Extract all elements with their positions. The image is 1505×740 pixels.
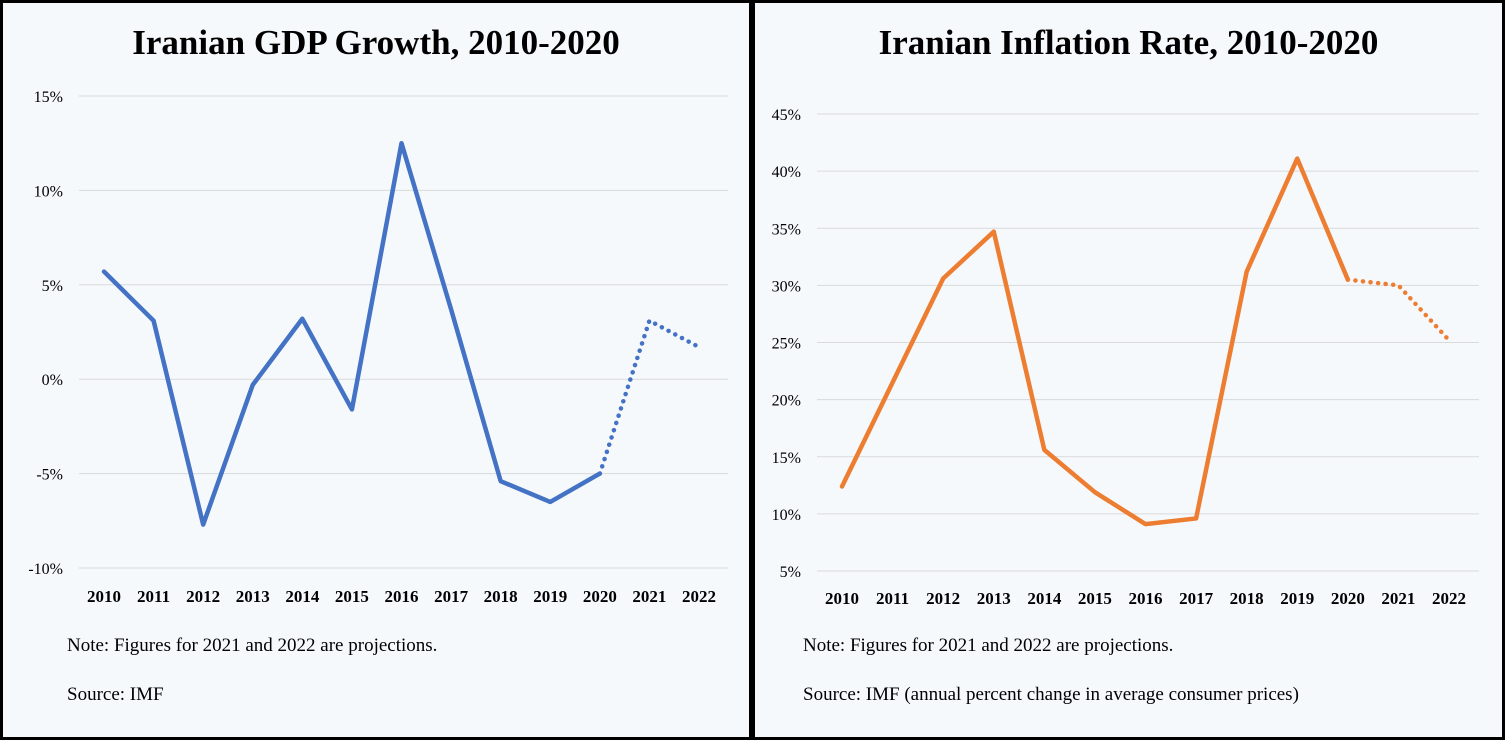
x-tick-label: 2013 [977, 589, 1011, 608]
x-tick-label: 2021 [1381, 589, 1415, 608]
x-tick-label: 2021 [632, 587, 666, 606]
gdp-growth-panel: Iranian GDP Growth, 2010-2020 15% 10% 5% 0%… [3, 3, 749, 737]
x-tick-label: 2012 [926, 589, 960, 608]
x-tick-label: 2014 [285, 587, 320, 606]
data-point [890, 380, 895, 385]
y-tick-label: 40% [772, 164, 801, 181]
x-tick-label: 2016 [385, 587, 419, 606]
y-tick-label: 0% [42, 372, 63, 389]
projection-note: Note: Figures for 2021 and 2022 are proj… [803, 635, 1174, 656]
x-tick-label: 2022 [1432, 589, 1466, 608]
x-tick-label: 2015 [1078, 589, 1112, 608]
y-tick-label: 15% [34, 89, 63, 106]
projection-note: Note: Figures for 2021 and 2022 are proj… [67, 635, 438, 656]
data-point [991, 229, 996, 234]
series-line-actual [839, 156, 1351, 527]
x-tick-label: 2012 [186, 587, 220, 606]
x-tick-label: 2018 [484, 587, 518, 606]
x-tick-label: 2011 [137, 587, 170, 606]
x-tick-label: 2014 [1027, 589, 1062, 608]
x-tick-label: 2022 [682, 587, 716, 606]
data-point [1396, 283, 1401, 288]
x-tick-label: 2020 [1331, 589, 1365, 608]
chart-title: Iranian GDP Growth, 2010-2020 [132, 23, 620, 62]
source-note: Source: IMF (annual percent change in av… [803, 684, 1299, 705]
x-tick-label: 2017 [1179, 589, 1214, 608]
data-point [1345, 277, 1350, 282]
y-tick-label: 30% [772, 278, 801, 295]
y-tick-label: 10% [34, 183, 63, 200]
data-point [1194, 516, 1199, 521]
data-point [201, 522, 206, 527]
x-tick-label: 2016 [1129, 589, 1163, 608]
y-tick-label: 15% [772, 450, 801, 467]
data-point [399, 141, 404, 146]
y-tick-label: -10% [28, 561, 63, 578]
data-point [1244, 269, 1249, 274]
y-tick-label: 10% [772, 507, 801, 524]
x-tick-label: 2019 [533, 587, 567, 606]
y-tick-label: 5% [780, 564, 801, 581]
x-tick-label: 2010 [87, 587, 121, 606]
data-point [349, 407, 354, 412]
data-point [647, 318, 652, 323]
y-tick-label: 20% [772, 393, 801, 410]
data-point [250, 382, 255, 387]
x-tick-label: 2017 [434, 587, 469, 606]
y-tick-label: 25% [772, 336, 801, 353]
data-point [840, 484, 845, 489]
y-tick-label: 45% [772, 107, 801, 124]
x-tick-label: 2011 [876, 589, 909, 608]
data-point [1295, 156, 1300, 161]
data-point [300, 316, 305, 321]
x-tick-label: 2010 [825, 589, 859, 608]
source-note: Source: IMF [67, 684, 164, 705]
gdp-growth-chart: 15% 10% 5% 0% -5% -10% 2010 2011 2012 2013 2014 201… [28, 89, 728, 606]
series-line-actual [101, 140, 603, 527]
data-point [1042, 447, 1047, 452]
data-point [498, 479, 503, 484]
data-point [1447, 338, 1452, 343]
y-tick-label: -5% [36, 467, 63, 484]
chart-title: Iranian Inflation Rate, 2010-2020 [878, 23, 1379, 62]
data-point [151, 318, 156, 323]
data-point [1143, 522, 1148, 527]
data-point [1092, 490, 1097, 495]
x-tick-label: 2019 [1280, 589, 1314, 608]
x-tick-label: 2018 [1230, 589, 1264, 608]
data-point [941, 276, 946, 281]
series-line-projected [597, 318, 702, 476]
x-tick-label: 2015 [335, 587, 369, 606]
inflation-rate-chart: 45% 40% 35% 30% 25% 20% 15% 10% 5% 2010 2011 2012 20… [772, 107, 1479, 608]
data-point [697, 345, 702, 350]
inflation-rate-panel: Iranian Inflation Rate, 2010-2020 45% 40%… [755, 3, 1502, 737]
series-line-projected [1345, 277, 1452, 343]
data-point [102, 269, 107, 274]
y-tick-label: 5% [42, 278, 63, 295]
y-tick-label: 35% [772, 221, 801, 238]
data-point [548, 499, 553, 504]
data-point [449, 307, 454, 312]
data-point [597, 471, 602, 476]
x-tick-label: 2020 [583, 587, 617, 606]
x-tick-label: 2013 [236, 587, 270, 606]
